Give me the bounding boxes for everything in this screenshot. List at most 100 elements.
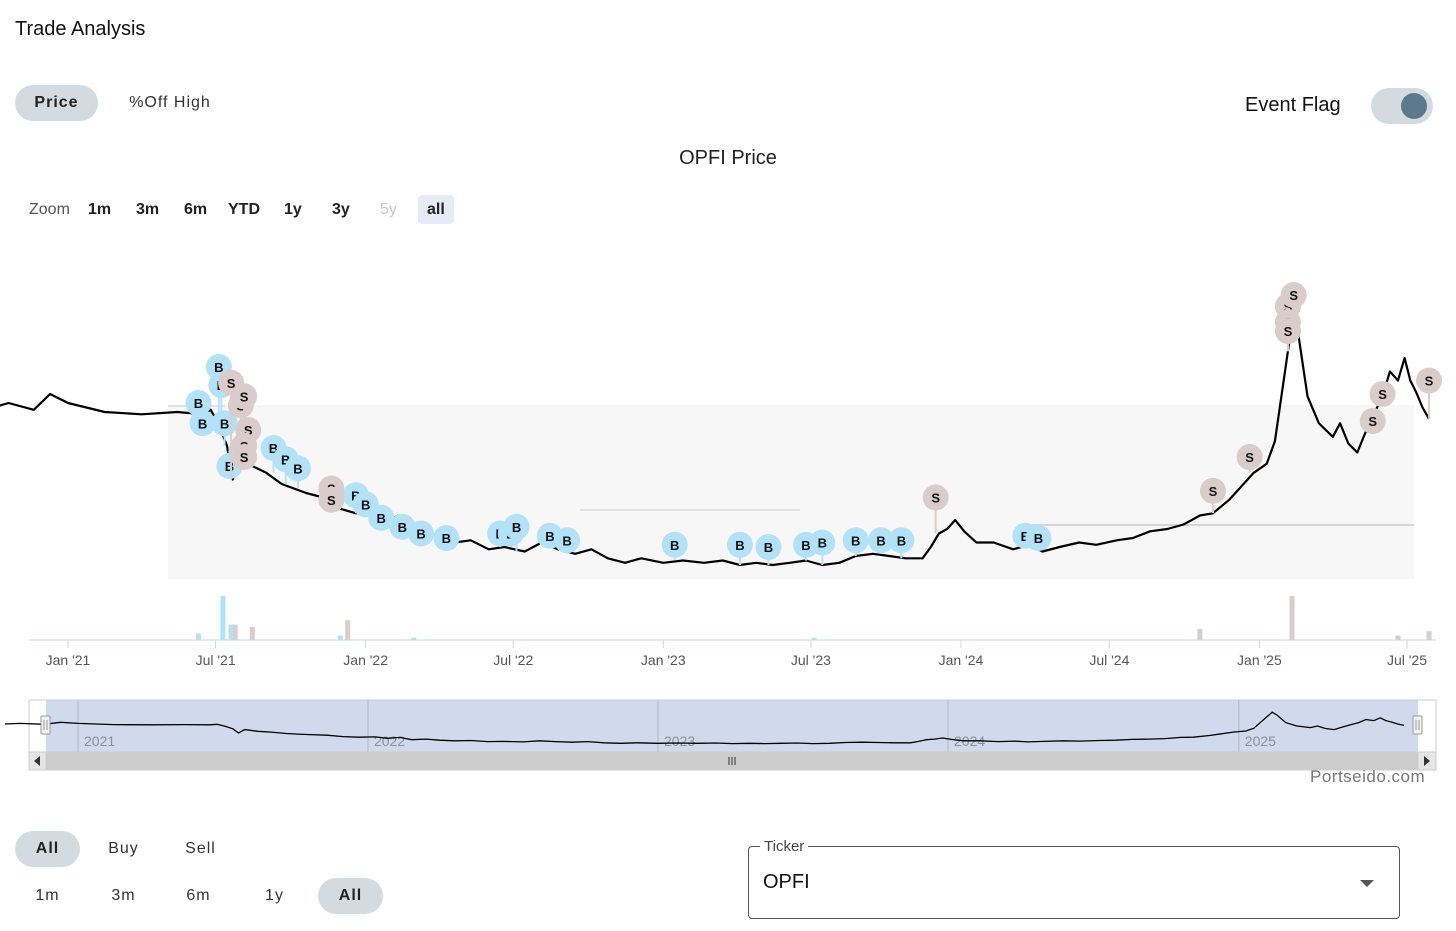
x-tick-label: Jan '25 <box>1237 652 1282 668</box>
zoom-1y-button[interactable]: 1y <box>284 201 302 218</box>
ticker-value: OPFI <box>763 871 810 893</box>
svg-text:B: B <box>818 536 827 551</box>
zoom-6m-button[interactable]: 6m <box>184 201 208 218</box>
filter-side-buy[interactable]: Buy <box>108 840 139 857</box>
event-flag-sell[interactable]: S <box>1359 408 1386 434</box>
svg-text:B: B <box>398 520 407 535</box>
scrollbar-thumb-grip-icon <box>728 757 736 765</box>
zoom-3y-button[interactable]: 3y <box>332 201 350 218</box>
svg-text:B: B <box>764 540 773 555</box>
event-flag-sell[interactable]: S <box>1416 367 1443 419</box>
volume-bar-sell <box>345 620 351 640</box>
event-flag-buy[interactable]: B <box>888 527 915 559</box>
svg-text:S: S <box>1378 387 1387 402</box>
dropdown-arrow-icon[interactable] <box>1360 880 1374 887</box>
scrollbar-left-arrow-icon[interactable] <box>28 751 47 771</box>
x-tick-label: Jul '21 <box>196 652 236 668</box>
volume-bars <box>195 596 1432 640</box>
filter-side-all[interactable]: All <box>15 831 80 867</box>
filter-range-1m[interactable]: 1m <box>35 887 60 904</box>
event-flag-sell[interactable]: S <box>1236 444 1263 473</box>
svg-text:B: B <box>562 533 571 548</box>
svg-text:S: S <box>244 423 253 438</box>
zoom-1m-button[interactable]: 1m <box>88 201 112 218</box>
navigator-label: 2021 <box>84 733 115 749</box>
svg-text:B: B <box>442 531 451 546</box>
svg-text:S: S <box>1209 484 1218 499</box>
navigator-left-handle[interactable] <box>40 715 51 735</box>
volume-bar-buy <box>411 637 417 640</box>
event-flag-sell[interactable]: S <box>1280 282 1307 313</box>
filter-range-3m[interactable]: 3m <box>111 887 136 904</box>
event-flag-buy[interactable]: B <box>433 525 460 551</box>
svg-text:B: B <box>194 396 203 411</box>
event-flag-buy[interactable]: B <box>408 520 435 547</box>
x-tick-label: Jul '25 <box>1387 652 1427 668</box>
event-flag-sell[interactable]: S <box>318 486 345 513</box>
volume-bar-sell <box>232 624 238 640</box>
svg-text:B: B <box>545 529 554 544</box>
x-axis: Jan '21 Jul '21 Jan '22 Jul '22 Jan '23 Jul '… <box>46 640 1427 668</box>
event-flag-buy[interactable]: B <box>189 410 216 437</box>
zoom-all-button[interactable]: all <box>418 195 454 224</box>
navigator-label: 2025 <box>1245 733 1276 749</box>
event-flag-sell[interactable]: S <box>231 444 258 470</box>
event-flag-toggle[interactable] <box>1371 88 1433 124</box>
filter-range-1y[interactable]: 1y <box>265 887 284 904</box>
filter-range-6m[interactable]: 6m <box>186 887 211 904</box>
event-flag-buy[interactable]: B <box>1025 525 1052 552</box>
svg-text:B: B <box>220 416 229 431</box>
x-tick-label: Jul '24 <box>1089 652 1129 668</box>
event-flag-buy[interactable]: B <box>661 531 688 561</box>
zoom-label: Zoom <box>29 201 70 218</box>
event-flag-buy[interactable]: B <box>368 504 395 531</box>
event-flag-buy[interactable]: B <box>284 455 311 489</box>
navigator-label: 2022 <box>374 733 405 749</box>
tab-price[interactable]: Price <box>15 85 98 121</box>
svg-text:B: B <box>281 452 290 467</box>
event-flag-sell[interactable]: S <box>922 484 949 534</box>
chart-title: OPFI Price <box>679 147 777 169</box>
event-flag-sell[interactable]: S <box>1274 318 1301 352</box>
scrollbar-right-arrow-icon[interactable] <box>1417 751 1437 771</box>
tab-off-high[interactable]: %Off High <box>129 94 211 111</box>
event-flags: BBBBBBBBBBBBBBBBBBBBBBBBBBBBBBSSSSSSSSSS… <box>185 282 1443 566</box>
x-tick-label: Jan '22 <box>343 652 388 668</box>
volume-bar-buy <box>195 633 201 640</box>
event-flag-buy[interactable]: B <box>842 527 869 556</box>
zoom-5y-button: 5y <box>380 201 397 218</box>
event-flag-sell[interactable]: S <box>1369 381 1396 407</box>
svg-text:S: S <box>240 450 249 465</box>
svg-text:B: B <box>416 527 425 542</box>
svg-text:S: S <box>1284 324 1293 339</box>
event-flag-sell[interactable]: S <box>1199 477 1226 514</box>
svg-text:B: B <box>876 533 885 548</box>
volume-bar-sell <box>249 626 255 640</box>
svg-text:B: B <box>376 511 385 526</box>
svg-text:B: B <box>851 533 860 548</box>
filter-range-all[interactable]: All <box>318 878 383 914</box>
event-flag-buy[interactable]: B <box>755 534 782 565</box>
svg-text:B: B <box>1021 529 1030 544</box>
price-chart: Jan '21 Jul '21 Jan '22 Jul '22 Jan '23 Jul '… <box>0 282 1443 771</box>
event-flag-buy[interactable]: B <box>868 527 895 554</box>
watermark[interactable]: Portseido.com <box>1310 767 1426 786</box>
event-flag-buy[interactable]: B <box>503 513 530 552</box>
svg-text:S: S <box>931 491 940 506</box>
zoom-ytd-button[interactable]: YTD <box>228 201 260 218</box>
svg-text:B: B <box>214 360 223 375</box>
ticker-select[interactable] <box>748 846 1400 919</box>
volume-bar-sell <box>1395 635 1401 640</box>
navigator-right-handle[interactable] <box>1412 715 1423 735</box>
event-flag-buy[interactable]: B <box>554 527 581 554</box>
event-flag-buy[interactable]: B <box>726 531 753 565</box>
volume-bar-buy <box>228 624 234 640</box>
navigator-line <box>4 711 1405 745</box>
zoom-3m-button[interactable]: 3m <box>136 201 160 218</box>
event-flag-buy[interactable]: B <box>809 529 836 566</box>
x-tick-label: Jan '21 <box>46 652 91 668</box>
volume-bar-buy <box>337 635 343 640</box>
svg-text:B: B <box>897 533 906 548</box>
x-tick-label: Jan '24 <box>939 652 984 668</box>
filter-side-sell[interactable]: Sell <box>185 840 216 857</box>
